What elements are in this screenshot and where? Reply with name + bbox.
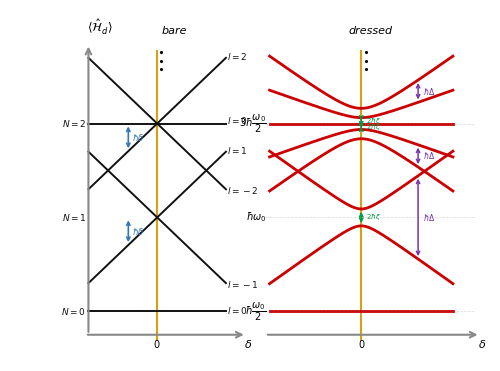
Text: $N = 2$: $N = 2$ [62,118,86,129]
Text: $N = 1$: $N = 1$ [62,212,86,223]
Text: $\hbar\delta$: $\hbar\delta$ [132,226,145,237]
Text: $\langle\hat{\mathcal{H}}_d\rangle$: $\langle\hat{\mathcal{H}}_d\rangle$ [87,18,112,37]
Text: $l = 2$: $l = 2$ [228,52,248,62]
Text: $\hbar\delta$: $\hbar\delta$ [132,132,145,143]
Text: $l = 0$: $l = 0$ [228,305,248,316]
Text: $2\hbar\xi$: $2\hbar\xi$ [366,213,381,223]
Text: bare: bare [162,26,187,36]
Text: $0$: $0$ [358,338,365,349]
Text: $\hbar\dfrac{\omega_0}{2}$: $\hbar\dfrac{\omega_0}{2}$ [246,300,267,323]
Text: $\delta$: $\delta$ [478,338,486,349]
Text: $l = -2$: $l = -2$ [228,185,258,196]
Text: dressed: dressed [348,26,393,36]
Text: $\hbar\Delta$: $\hbar\Delta$ [422,212,435,223]
Text: $N = 0$: $N = 0$ [62,306,86,317]
Text: $\hbar\Delta$: $\hbar\Delta$ [422,150,435,161]
Text: $\delta$: $\delta$ [244,338,252,349]
Text: $2\hbar\xi$: $2\hbar\xi$ [366,122,381,131]
Text: $0$: $0$ [154,338,161,349]
Text: $\hbar\omega_0$: $\hbar\omega_0$ [246,210,267,224]
Text: $l = 1$: $l = 1$ [228,145,248,156]
Text: $\hbar\Delta$: $\hbar\Delta$ [422,86,435,97]
Text: $3\hbar\dfrac{\omega_0}{2}$: $3\hbar\dfrac{\omega_0}{2}$ [239,112,267,135]
Text: $l = -1$: $l = -1$ [228,279,259,289]
Text: $2\hbar\xi$: $2\hbar\xi$ [366,116,381,126]
Text: $l = 0$: $l = 0$ [228,115,248,126]
